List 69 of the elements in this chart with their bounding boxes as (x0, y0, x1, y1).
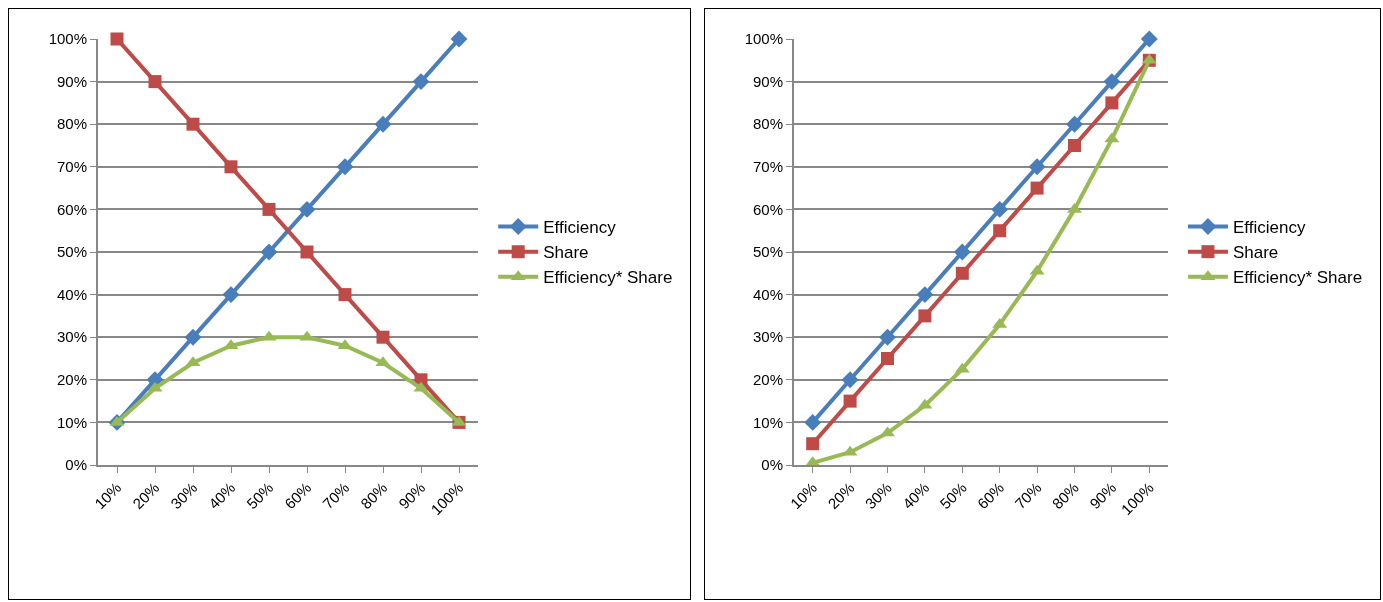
point (843, 394, 857, 408)
point (338, 288, 352, 302)
point (222, 286, 240, 304)
legend-label: Efficiency* Share (543, 268, 673, 288)
y-tick-label: 50% (752, 243, 783, 261)
x-tick-label: 70% (319, 478, 353, 513)
y-tick-label: 10% (56, 413, 87, 431)
point (955, 266, 969, 280)
legend-label: Efficiency (543, 218, 617, 238)
point (186, 117, 200, 131)
point (260, 243, 278, 261)
point (1103, 73, 1121, 91)
y-tick-label: 90% (752, 72, 783, 90)
y-tick-label: 40% (56, 285, 87, 303)
y-tick-label: 80% (56, 115, 87, 133)
x-tick-label: 40% (205, 478, 239, 513)
point (806, 437, 820, 451)
y-tick-label: 100% (744, 30, 783, 48)
point (184, 328, 202, 346)
point (298, 200, 316, 218)
y-tick-label: 20% (752, 371, 783, 389)
x-tick-label: 40% (899, 478, 933, 513)
point (918, 309, 932, 323)
y-tick-label: 30% (752, 328, 783, 346)
point (1030, 181, 1044, 195)
x-tick-label: 70% (1011, 478, 1045, 513)
legend-label: Efficiency* Share (1232, 268, 1363, 288)
y-tick-label: 60% (56, 200, 87, 218)
y-tick-label: 90% (56, 72, 87, 90)
legend-label: Efficiency (1232, 218, 1306, 238)
point (376, 330, 390, 344)
point (374, 115, 392, 133)
x-tick-label: 60% (281, 478, 315, 513)
x-tick-label: 60% (973, 478, 1008, 513)
point (1105, 96, 1119, 110)
y-tick-label: 40% (752, 285, 783, 303)
point (881, 352, 894, 365)
point (450, 30, 468, 48)
y-tick-label: 100% (48, 30, 87, 48)
point (879, 328, 896, 346)
y-tick-label: 0% (761, 456, 783, 474)
y-tick-label: 0% (65, 456, 87, 474)
point (953, 243, 971, 261)
point (1140, 30, 1158, 48)
y-tick-label: 70% (752, 158, 783, 176)
point (148, 75, 162, 89)
legend-label: Share (1232, 243, 1279, 263)
point (993, 224, 1007, 238)
point (412, 73, 430, 91)
point (262, 202, 276, 216)
point (1028, 158, 1046, 176)
point (336, 158, 354, 176)
point (916, 286, 934, 304)
y-tick-label: 60% (752, 200, 783, 218)
point (991, 200, 1009, 218)
point (300, 245, 314, 259)
point (804, 413, 822, 431)
y-tick-label: 10% (752, 413, 783, 431)
y-tick-label: 50% (56, 243, 87, 261)
y-tick-label: 30% (56, 328, 87, 346)
legend-label: Share (543, 243, 589, 263)
point (1066, 115, 1083, 133)
point (1068, 139, 1081, 152)
y-tick-label: 80% (752, 115, 783, 133)
y-tick-label: 70% (56, 158, 87, 176)
y-tick-label: 20% (56, 371, 87, 389)
point (841, 371, 859, 389)
point (224, 160, 238, 174)
point (110, 32, 124, 46)
